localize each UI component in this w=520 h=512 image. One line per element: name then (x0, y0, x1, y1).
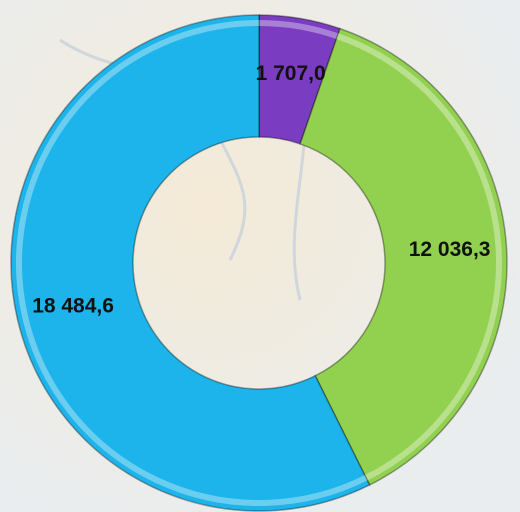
donut: 1 707,0 12 036,3 18 484,6 (10, 14, 508, 512)
segment-highlight (258, 20, 339, 40)
data-label: 18 484,6 (32, 294, 114, 317)
donut-segment (299, 27, 508, 486)
donut-segment (258, 14, 341, 145)
data-label: 1 707,0 (256, 62, 326, 85)
donut-segment (10, 14, 371, 512)
segment-highlight (336, 33, 502, 481)
data-label: 12 036,3 (409, 238, 491, 261)
segment-highlight (16, 20, 368, 506)
